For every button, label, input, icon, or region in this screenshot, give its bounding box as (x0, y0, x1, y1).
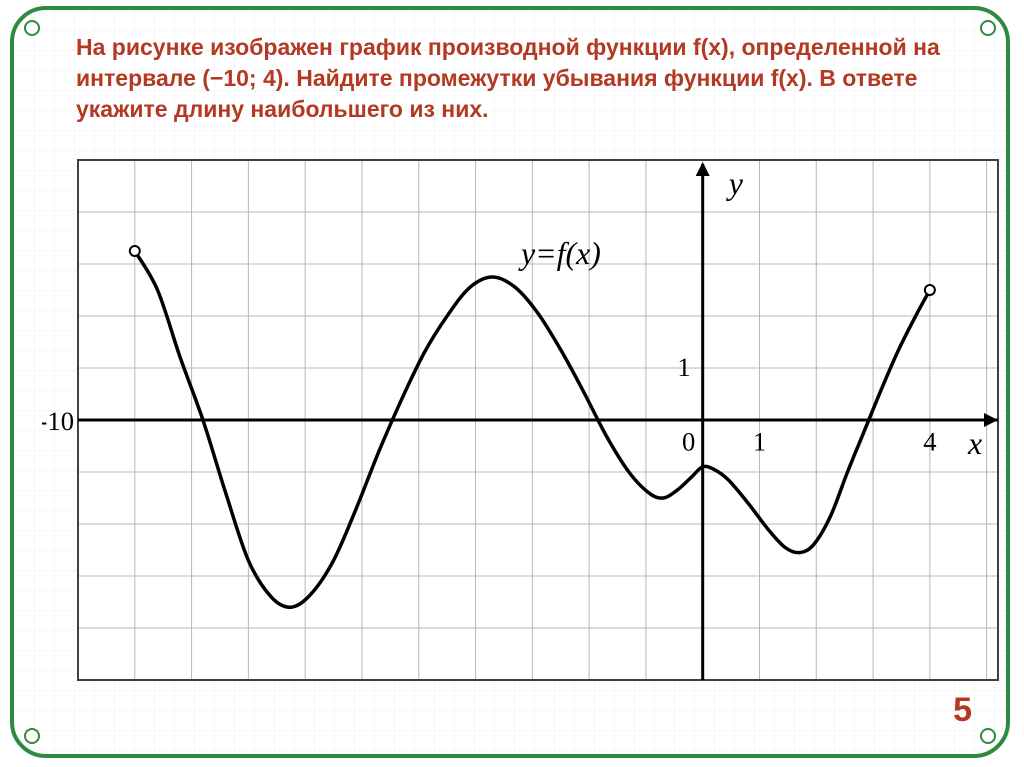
answer-value: 5 (953, 691, 972, 730)
svg-text:y: y (726, 166, 744, 201)
corner-ornament (24, 20, 40, 36)
chart-svg: y x -10 0 1 4 1 y=f(x) (42, 150, 1008, 690)
problem-statement: На рисунке изображен график производной … (76, 32, 996, 125)
corner-ornament (980, 728, 996, 744)
svg-text:-10: -10 (42, 406, 74, 436)
svg-text:4: 4 (923, 427, 936, 457)
svg-text:y=f(x): y=f(x) (518, 236, 601, 271)
svg-text:x: x (967, 426, 982, 461)
corner-ornament (24, 728, 40, 744)
slide-frame: На рисунке изображен график производной … (10, 6, 1010, 758)
svg-text:1: 1 (753, 427, 766, 457)
chart-container: y x -10 0 1 4 1 y=f(x) (42, 150, 1008, 690)
svg-text:0: 0 (682, 427, 695, 457)
svg-text:1: 1 (677, 352, 690, 382)
